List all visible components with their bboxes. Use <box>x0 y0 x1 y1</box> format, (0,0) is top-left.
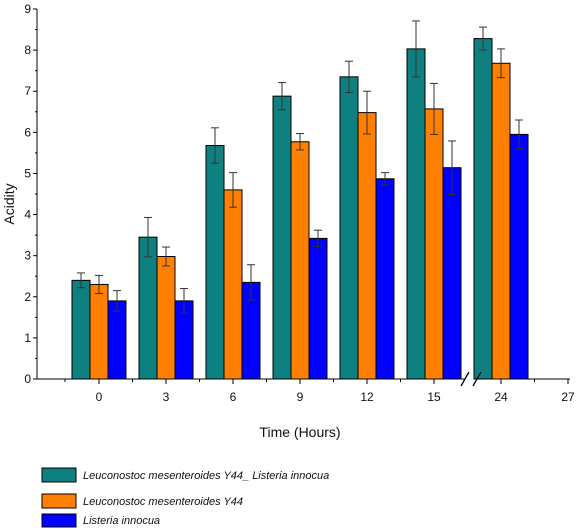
bar-1-6 <box>223 189 243 380</box>
bar-1-12 <box>357 112 377 380</box>
y-tick-label-8: 8 <box>24 43 31 57</box>
y-tick-label-6: 6 <box>24 125 31 139</box>
bar-1-9 <box>290 141 310 380</box>
bar-2-0 <box>107 300 127 380</box>
bar-0-12 <box>339 76 359 380</box>
legend-label-2: Listeria innocua <box>83 515 160 527</box>
legend-label-0: Leuconostoc mesenteroides Y44_ Listeria … <box>83 470 329 482</box>
bar-1-3 <box>156 255 176 380</box>
bar-2-15 <box>442 167 462 380</box>
y-tick-label-1: 1 <box>24 331 31 345</box>
x-tick-label-9: 9 <box>297 390 304 404</box>
y-tick-label-9: 9 <box>24 2 31 16</box>
axis-break-mark-left <box>460 371 470 387</box>
legend-swatch-0 <box>41 467 77 483</box>
legend-swatch-2 <box>41 513 77 528</box>
bar-0-9 <box>272 95 292 380</box>
bar-2-12 <box>375 178 395 380</box>
bar-0-6 <box>205 144 225 380</box>
bar-0-3 <box>138 236 158 380</box>
bar-1-24 <box>491 62 511 380</box>
x-tick-label-27: 27 <box>561 390 575 404</box>
bar-1-0 <box>89 283 109 380</box>
bar-0-15 <box>406 48 426 380</box>
x-tick-label-6: 6 <box>230 390 237 404</box>
x-tick-label-15: 15 <box>427 390 441 404</box>
x-tick-label-24: 24 <box>494 390 508 404</box>
x-tick-label-0: 0 <box>96 390 103 404</box>
y-tick-label-3: 3 <box>24 249 31 263</box>
bar-0-24 <box>473 38 493 380</box>
bar-1-15 <box>424 108 444 380</box>
bar-2-9 <box>308 237 328 380</box>
bar-2-24 <box>509 133 529 380</box>
y-tick-label-2: 2 <box>24 290 31 304</box>
axis-break-mark-right <box>472 371 482 387</box>
x-axis-title: Time (Hours) <box>259 424 340 440</box>
y-tick-label-5: 5 <box>24 166 31 180</box>
y-tick-label-7: 7 <box>24 84 31 98</box>
legend-swatch-1 <box>41 493 77 509</box>
x-tick-label-12: 12 <box>360 390 374 404</box>
y-tick-label-0: 0 <box>24 372 31 386</box>
y-axis-title: Acidity <box>1 183 17 224</box>
x-tick-label-3: 3 <box>163 390 170 404</box>
y-tick-label-4: 4 <box>24 208 31 222</box>
legend-label-1: Leuconostoc mesenteroides Y44 <box>83 496 243 508</box>
bar-0-0 <box>71 279 91 380</box>
